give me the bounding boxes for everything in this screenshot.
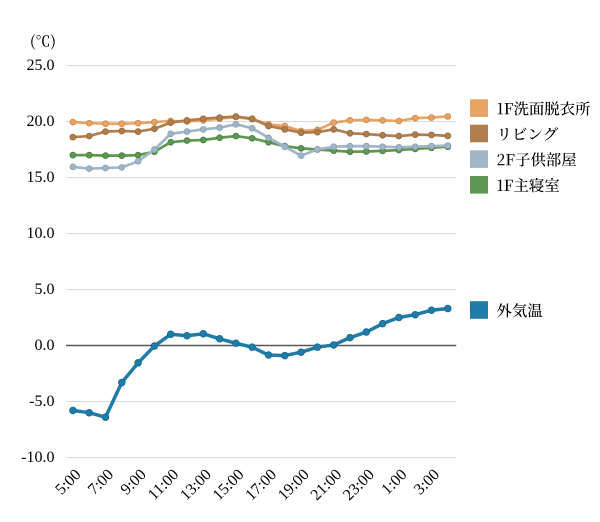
svg-text:10.0: 10.0 (27, 225, 55, 242)
svg-text:20.0: 20.0 (27, 113, 55, 130)
svg-text:15.0: 15.0 (27, 169, 55, 186)
svg-text:25.0: 25.0 (27, 57, 55, 74)
svg-text:0.0: 0.0 (35, 337, 55, 354)
svg-text:-5.0: -5.0 (29, 393, 54, 410)
svg-text:-10.0: -10.0 (21, 449, 54, 466)
svg-text:5.0: 5.0 (35, 281, 55, 298)
